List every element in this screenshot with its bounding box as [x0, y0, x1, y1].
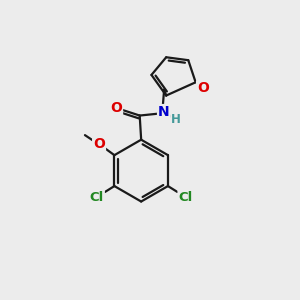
Text: N: N — [158, 105, 170, 119]
Text: Cl: Cl — [178, 191, 193, 204]
Text: H: H — [171, 113, 181, 126]
Text: O: O — [197, 81, 209, 95]
Text: Cl: Cl — [90, 191, 104, 204]
Text: O: O — [93, 137, 105, 151]
Text: O: O — [110, 100, 122, 115]
